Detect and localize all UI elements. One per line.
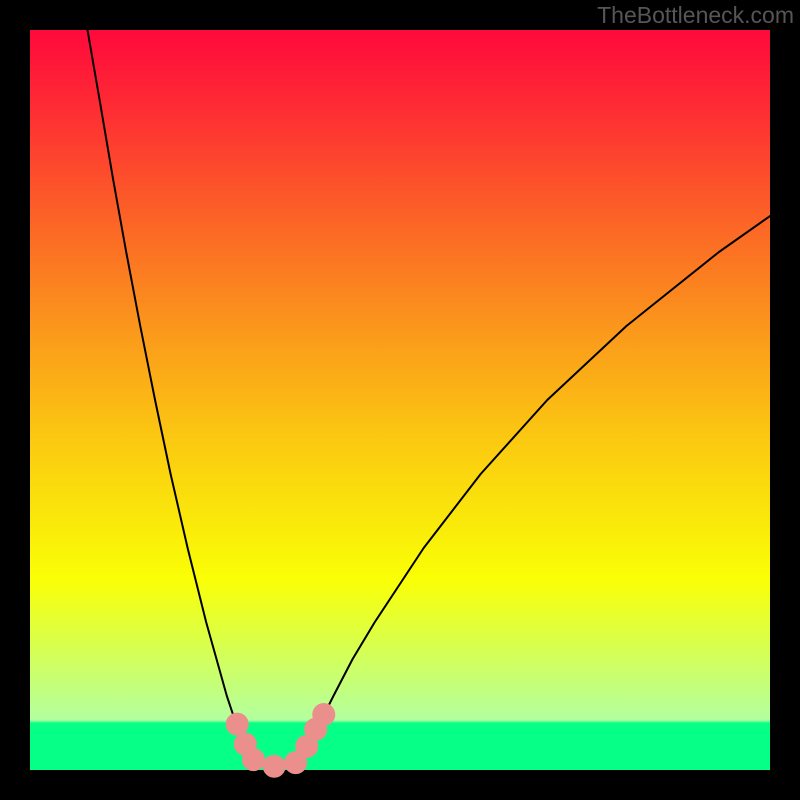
marker-point [288, 755, 304, 771]
marker-point [245, 752, 261, 768]
chart-canvas [0, 0, 800, 800]
watermark-text: TheBottleneck.com [597, 2, 794, 29]
marker-point [316, 707, 332, 723]
bottleneck-chart-figure: TheBottleneck.com [0, 0, 800, 800]
plot-area-gradient [30, 30, 770, 770]
marker-point [266, 758, 282, 774]
marker-point [229, 716, 245, 732]
marker-point [299, 738, 315, 754]
